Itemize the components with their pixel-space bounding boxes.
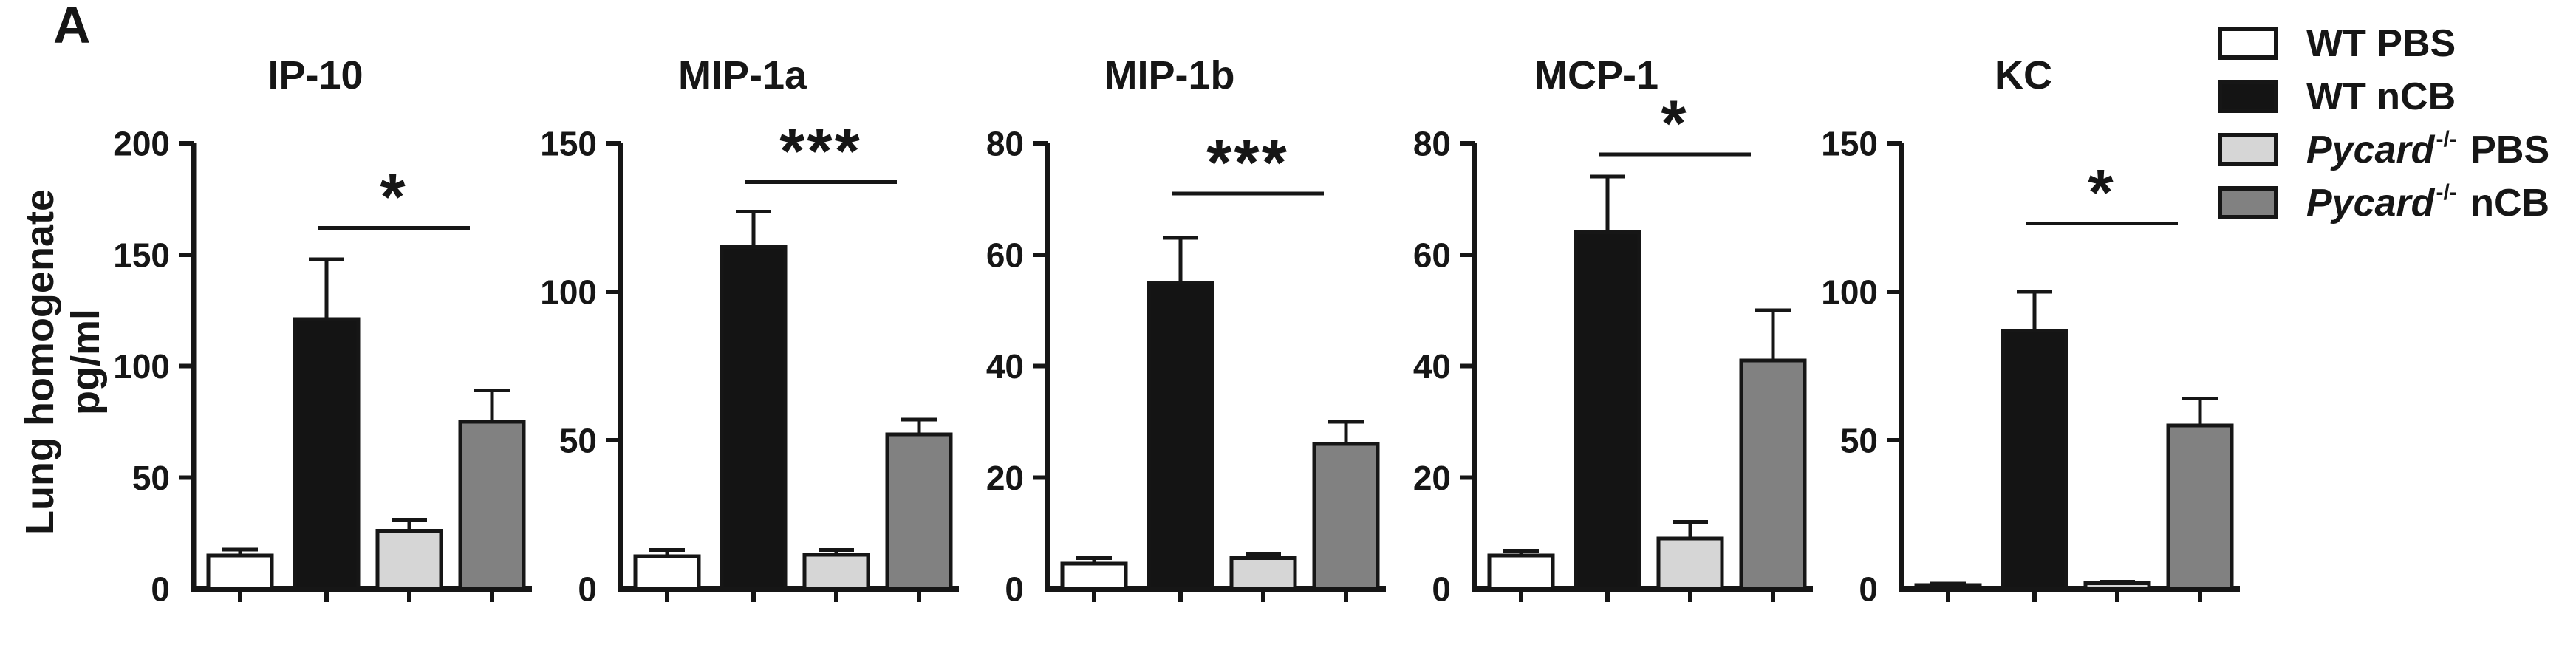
legend-swatch-pycard-pbs (2218, 133, 2278, 166)
y-tick-label: 40 (986, 347, 1024, 386)
significance-label: * (1661, 86, 1688, 160)
legend-item-wt-pbs: WT PBS (2218, 22, 2549, 65)
legend-treatment: nCB (2365, 75, 2456, 118)
bar-wt-ncb (2001, 328, 2068, 591)
chart-ip-10: IP-10 0 50 100 150 200 * (113, 53, 532, 609)
legend-item-wt-ncb: WT nCB (2218, 75, 2549, 118)
chart-title: KC (1995, 53, 2052, 98)
significance-label: * (380, 160, 407, 233)
y-tick-label: 50 (132, 459, 170, 497)
y-tick-label: 40 (1413, 347, 1451, 386)
y-tick-label: 0 (1859, 570, 1878, 609)
chart-title: IP-10 (267, 53, 363, 98)
bar-pycard-ncb (885, 432, 953, 591)
y-tick-label: 80 (986, 125, 1024, 163)
y-tick-label: 0 (1005, 570, 1024, 609)
y-tick-label: 100 (113, 347, 170, 386)
bar-pycard-ncb (1739, 358, 1807, 591)
chart-title: MIP-1a (678, 53, 807, 98)
panel-label: A (53, 0, 92, 54)
legend-genotype: Pycard (2306, 182, 2435, 225)
bar-pycard-ncb (2166, 423, 2234, 591)
bar-wt-pbs (206, 553, 274, 591)
legend-genotype: Pycard (2306, 129, 2435, 171)
bar-pycard-ncb (458, 420, 526, 591)
y-tick-label: 50 (559, 422, 597, 460)
y-tick-label: 150 (1821, 125, 1878, 163)
legend-swatch-wt-pbs (2218, 27, 2278, 60)
bar-wt-ncb (720, 245, 788, 591)
chart-mip-1b: MIP-1b 0 20 40 60 80 *** (986, 53, 1386, 609)
legend-item-pycard-pbs: Pycard-/- PBS (2218, 127, 2549, 171)
significance-label: *** (1206, 126, 1289, 199)
y-tick-label: 60 (986, 236, 1024, 274)
chart-kc: KC 0 50 100 150 * (1821, 53, 2240, 609)
y-tick-label: 20 (1413, 459, 1451, 497)
bar-pycard-pbs (2083, 581, 2151, 591)
legend-swatch-wt-ncb (2218, 80, 2278, 113)
y-tick-label: 80 (1413, 125, 1451, 163)
chart-title: MCP-1 (1534, 53, 1658, 98)
legend-label-pycard-ncb: Pycard-/- nCB (2306, 180, 2549, 225)
legend-label-wt-pbs: WT PBS (2306, 21, 2456, 66)
bar-wt-pbs (633, 554, 701, 591)
y-tick-label: 150 (540, 125, 597, 163)
y-tick-label: 150 (113, 236, 170, 274)
legend-treatment: PBS (2459, 129, 2550, 171)
bar-pycard-pbs (1229, 556, 1297, 591)
legend: WT PBS WT nCB Pycard-/- PBS Pycard-/- nCB (2218, 22, 2549, 225)
legend-treatment: nCB (2459, 182, 2550, 225)
chart-mip-1a: MIP-1a 0 50 100 150 *** (540, 53, 959, 609)
bar-pycard-ncb (1312, 442, 1380, 591)
y-tick-label: 100 (540, 273, 597, 312)
bar-pycard-pbs (802, 553, 870, 591)
legend-genotype: WT (2306, 21, 2366, 65)
bar-pycard-pbs (1656, 536, 1724, 591)
bar-wt-pbs (1060, 561, 1128, 591)
y-tick-label: 200 (113, 125, 170, 163)
y-tick-label: 0 (151, 570, 170, 609)
significance-label: * (2088, 156, 2115, 229)
y-tick-label: 0 (578, 570, 597, 609)
y-tick-label: 60 (1413, 236, 1451, 274)
legend-superscript: -/- (2436, 180, 2457, 205)
legend-label-pycard-pbs: Pycard-/- PBS (2306, 127, 2549, 172)
legend-genotype: WT (2306, 75, 2366, 118)
legend-swatch-pycard-ncb (2218, 186, 2278, 219)
bar-pycard-pbs (375, 529, 443, 591)
significance-label: *** (779, 114, 862, 187)
bar-wt-ncb (1574, 230, 1641, 591)
legend-item-pycard-ncb: Pycard-/- nCB (2218, 180, 2549, 225)
chart-mcp-1: MCP-1 0 20 40 60 80 * (1413, 53, 1813, 609)
legend-treatment: PBS (2365, 21, 2456, 65)
y-tick-label: 50 (1840, 422, 1878, 460)
y-tick-label: 20 (986, 459, 1024, 497)
y-tick-label: 0 (1432, 570, 1451, 609)
bar-wt-ncb (293, 317, 361, 591)
legend-label-wt-ncb: WT nCB (2306, 75, 2456, 119)
bar-wt-ncb (1147, 280, 1214, 591)
legend-superscript: -/- (2436, 127, 2457, 151)
bar-wt-pbs (1487, 553, 1555, 591)
y-tick-label: 100 (1821, 273, 1878, 312)
chart-title: MIP-1b (1104, 53, 1234, 98)
